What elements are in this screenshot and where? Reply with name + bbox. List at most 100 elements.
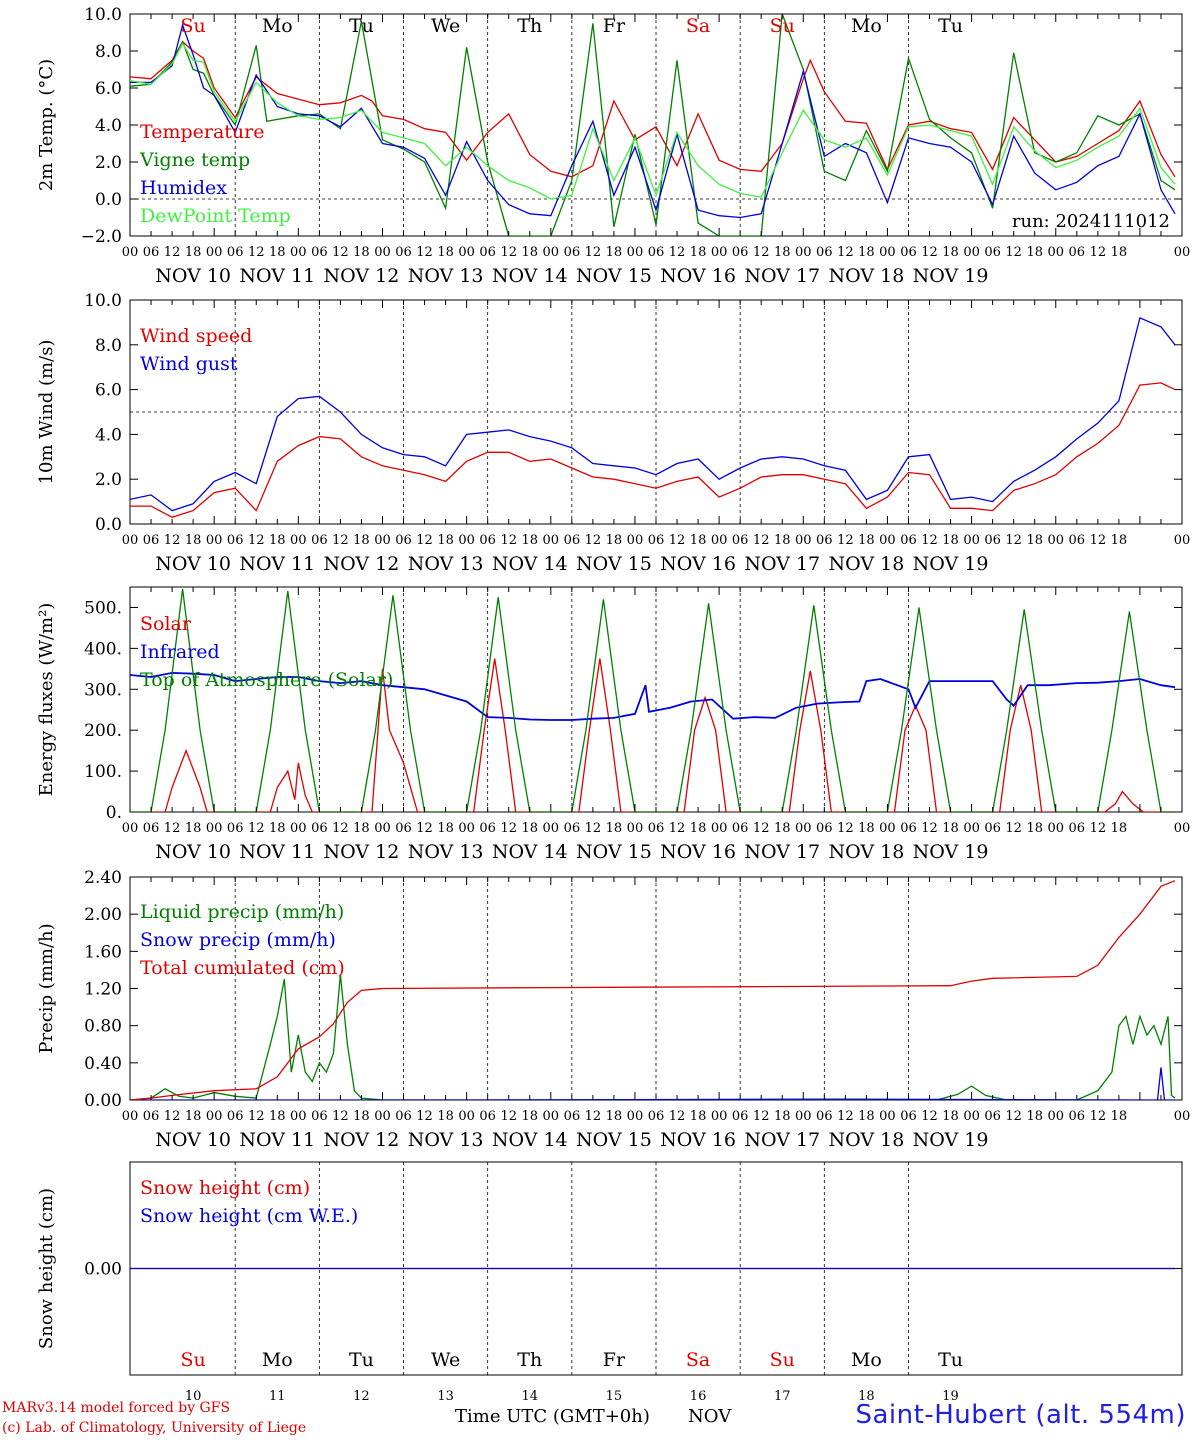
- x-date-label: NOV 19: [913, 265, 989, 287]
- x-hour-label: 18: [690, 1109, 707, 1124]
- station-label: Saint-Hubert (alt. 554m): [855, 1400, 1186, 1430]
- x-hour-label: 00: [290, 245, 307, 260]
- x-hour-label: 00: [795, 1109, 812, 1124]
- x-hour-label: 00: [795, 821, 812, 836]
- x-hour-label: 06: [816, 245, 833, 260]
- day-number-label: 13: [437, 1389, 454, 1404]
- y-tick-label: 8.0: [95, 42, 122, 62]
- legend-dewpoint-temp: DewPoint Temp: [140, 205, 291, 227]
- x-hour-label: 12: [753, 245, 770, 260]
- x-hour-label: 18: [774, 533, 791, 548]
- day-number-label: 18: [858, 1389, 875, 1404]
- x-hour-label: 18: [606, 533, 623, 548]
- weekday-label: Sa: [686, 1349, 710, 1371]
- x-hour-label: 12: [332, 533, 349, 548]
- day-number-label: 17: [774, 1389, 791, 1404]
- x-hour-label: 06: [311, 1109, 328, 1124]
- x-date-label: NOV 16: [660, 265, 736, 287]
- weekday-label: We: [431, 15, 460, 37]
- x-hour-label: 06: [227, 821, 244, 836]
- x-hour-label: 06: [395, 533, 412, 548]
- legend-wind-gust: Wind gust: [140, 353, 238, 375]
- x-hour-label: 00: [627, 533, 644, 548]
- weekday-label: Th: [517, 1349, 542, 1371]
- weekday-label: Mo: [262, 1349, 293, 1371]
- y-tick-label: 400.: [84, 639, 122, 659]
- y-axis-label: Precip (mm/h): [36, 923, 57, 1053]
- x-hour-label: 18: [269, 533, 286, 548]
- x-hour-label: 00: [374, 821, 391, 836]
- x-hour-label: 12: [500, 533, 517, 548]
- weekday-label: Mo: [262, 15, 293, 37]
- y-tick-label: 6.0: [95, 381, 122, 401]
- x-date-label: NOV 11: [239, 841, 315, 863]
- x-hour-label: 18: [606, 821, 623, 836]
- x-hour-label: 00: [963, 245, 980, 260]
- x-hour-label: 18: [269, 245, 286, 260]
- y-axis-label: 10m Wind (m/s): [36, 340, 57, 485]
- legend-snow-height-cm: Snow height (cm): [140, 1177, 310, 1199]
- x-hour-label: 06: [732, 1109, 749, 1124]
- x-date-label: NOV 14: [492, 841, 568, 863]
- x-hour-label: 06: [311, 245, 328, 260]
- time-axis-label: Time UTC (GMT+0h): [455, 1406, 650, 1427]
- x-hour-label: 12: [585, 1109, 602, 1124]
- x-hour-label: 12: [921, 245, 938, 260]
- x-date-label: NOV 10: [155, 265, 231, 287]
- series-wind-speed: [130, 382, 1176, 519]
- x-date-label: NOV 16: [660, 1129, 736, 1151]
- x-hour-label: 06: [732, 245, 749, 260]
- series-temperature: [130, 40, 1176, 178]
- series-vigne-temp: [130, 14, 1176, 236]
- x-hour-label: 06: [648, 533, 665, 548]
- x-hour-label: 12: [585, 533, 602, 548]
- x-hour-label: 00: [879, 1109, 896, 1124]
- x-date-label: NOV 17: [744, 841, 820, 863]
- x-hour-label: 06: [564, 1109, 581, 1124]
- x-date-label: NOV 19: [913, 1129, 989, 1151]
- x-hour-label: 00: [879, 821, 896, 836]
- x-hour-label: 00: [627, 821, 644, 836]
- x-hour-label: 12: [921, 533, 938, 548]
- x-hour-label: 12: [164, 533, 181, 548]
- x-hour-label: 00: [122, 1109, 139, 1124]
- x-hour-label: 00: [963, 533, 980, 548]
- x-hour-label: 18: [185, 1109, 202, 1124]
- x-date-label: NOV 11: [239, 1129, 315, 1151]
- x-date-label: NOV 10: [155, 841, 231, 863]
- x-date-label: NOV 11: [239, 553, 315, 575]
- x-hour-label: 12: [1090, 1109, 1107, 1124]
- legend-wind-speed: Wind speed: [140, 325, 252, 347]
- x-date-label: NOV 14: [492, 265, 568, 287]
- x-hour-label: 00: [458, 821, 475, 836]
- x-date-label: NOV 13: [408, 553, 484, 575]
- x-hour-label: 00: [206, 245, 223, 260]
- x-hour-label: 18: [942, 821, 959, 836]
- weekday-label: Su: [770, 15, 795, 37]
- x-hour-label: 18: [269, 1109, 286, 1124]
- x-hour-label: 00: [627, 1109, 644, 1124]
- legend-total-cumulated-cm: Total cumulated (cm): [140, 957, 345, 979]
- x-hour-label: 06: [900, 821, 917, 836]
- x-hour-label: 00: [290, 1109, 307, 1124]
- run-annotation: run: 2024111012: [1012, 211, 1170, 232]
- y-tick-label: 4.0: [95, 425, 122, 445]
- x-hour-label: 00: [374, 1109, 391, 1124]
- x-hour-label: 06: [395, 245, 412, 260]
- legend-temperature: Temperature: [140, 121, 264, 143]
- x-hour-label: 18: [942, 1109, 959, 1124]
- weekday-label: Mo: [851, 1349, 882, 1371]
- x-hour-label: 12: [416, 1109, 433, 1124]
- y-tick-label: 2.0: [95, 153, 122, 173]
- x-hour-label: 06: [227, 1109, 244, 1124]
- x-hour-label: 06: [984, 245, 1001, 260]
- x-hour-label: 12: [669, 245, 686, 260]
- x-hour-label: 00: [122, 245, 139, 260]
- x-hour-label: 06: [564, 821, 581, 836]
- x-date-label: NOV 16: [660, 553, 736, 575]
- x-hour-label: 00: [1174, 245, 1191, 260]
- x-hour-label: 18: [1026, 245, 1043, 260]
- x-hour-label: 06: [1069, 533, 1086, 548]
- weekday-label: Su: [180, 15, 205, 37]
